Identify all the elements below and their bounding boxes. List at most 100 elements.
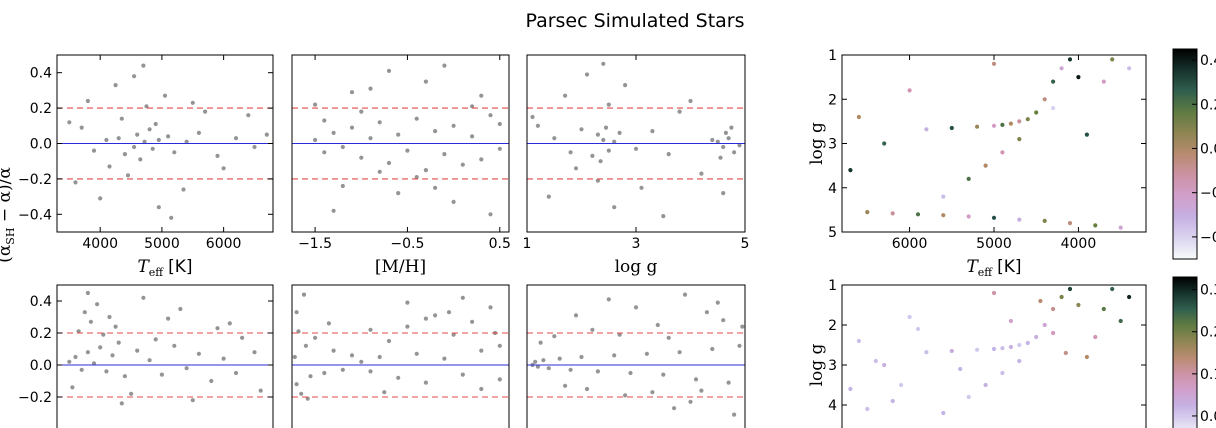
hr-bottom-ytick-label: 1 bbox=[828, 278, 837, 294]
top-logg-point bbox=[590, 153, 595, 158]
top-feh-point bbox=[470, 134, 475, 139]
top-feh-point bbox=[433, 185, 438, 190]
bottom-teff-point bbox=[209, 378, 214, 384]
bottom-logg-point bbox=[612, 353, 617, 358]
top-logg-point bbox=[718, 155, 723, 160]
bottom-teff-point bbox=[95, 302, 100, 307]
hr-bottom-ylabel: log g bbox=[807, 343, 827, 386]
top-teff-point bbox=[119, 116, 124, 121]
hr-bottom-point bbox=[1067, 286, 1073, 292]
top-teff-point bbox=[166, 134, 171, 139]
bottom-feh-point bbox=[331, 348, 336, 353]
hr-top-xtick-label: 6000 bbox=[892, 236, 928, 252]
top-logg-xtick-label: 3 bbox=[632, 236, 641, 252]
hr-top-point bbox=[949, 125, 954, 131]
bottom-teff-point bbox=[221, 356, 226, 361]
top-teff-point bbox=[135, 132, 140, 137]
top-feh-point bbox=[349, 90, 355, 95]
top-teff-ytick-label: −0.2 bbox=[18, 172, 52, 188]
top-teff-xtick-label: 4000 bbox=[82, 236, 118, 252]
bottom-logg-point bbox=[740, 324, 745, 329]
top-logg-point bbox=[639, 185, 644, 190]
top-teff-ytick-label: 0.0 bbox=[30, 137, 52, 153]
bottom-logg-point bbox=[590, 327, 595, 332]
bottom-teff-point bbox=[215, 326, 220, 331]
top-feh-point bbox=[451, 199, 456, 204]
hr-top-point bbox=[991, 215, 997, 220]
bottom-feh-point bbox=[368, 327, 373, 332]
bottom-teff-point bbox=[153, 337, 158, 342]
hr-bottom-point bbox=[882, 362, 887, 368]
bottom-teff-point bbox=[98, 345, 103, 350]
top-feh-point bbox=[368, 86, 373, 91]
top-logg-point bbox=[595, 178, 601, 183]
top-teff-point bbox=[264, 132, 269, 137]
bottom-logg-point bbox=[633, 305, 639, 310]
bottom-logg-point bbox=[661, 372, 666, 377]
top-feh-point bbox=[479, 93, 484, 98]
bottom-logg-point bbox=[533, 359, 538, 364]
top-logg-point bbox=[563, 93, 568, 98]
hr-top-point bbox=[941, 194, 946, 199]
hr-bottom-ytick-label: 3 bbox=[828, 358, 837, 374]
top-feh-point bbox=[405, 148, 410, 153]
bottom-feh-point bbox=[433, 313, 438, 318]
bottom-feh-point bbox=[294, 310, 299, 315]
bottom-logg-point bbox=[568, 367, 573, 372]
bottom-logg-point bbox=[538, 340, 543, 345]
hr-bottom-cb-tick-label: 0.1 bbox=[1200, 367, 1216, 383]
top-teff-xlabel-unit: [K] bbox=[168, 257, 192, 277]
bottom-logg-point bbox=[682, 292, 688, 297]
bottom-logg-point bbox=[655, 322, 660, 328]
bottom-logg-point bbox=[552, 334, 557, 339]
top-teff-point bbox=[107, 164, 112, 169]
top-logg-point bbox=[584, 72, 590, 77]
hr-top-point bbox=[848, 168, 853, 173]
hr-top-point bbox=[1000, 122, 1005, 127]
top-logg-point bbox=[612, 205, 617, 210]
top-feh-point bbox=[331, 208, 336, 213]
hr-top-point bbox=[966, 214, 971, 219]
top-feh-point bbox=[488, 113, 493, 118]
top-feh-point bbox=[414, 116, 419, 121]
top-feh-point bbox=[488, 212, 493, 217]
bottom-teff-panel: 0.4 0.2 0.0 −0.2 bbox=[18, 284, 274, 428]
top-feh-point bbox=[340, 183, 345, 189]
hr-bottom-point bbox=[1110, 286, 1115, 292]
hr-top-cb-tick-label: 0.2 bbox=[1200, 97, 1216, 113]
bottom-teff-point bbox=[110, 353, 115, 358]
top-logg-xlabel: log g bbox=[615, 257, 658, 277]
top-teff-ytick-label: −0.4 bbox=[18, 207, 52, 223]
hr-bottom-point bbox=[1000, 370, 1005, 376]
top-feh-point bbox=[396, 132, 401, 137]
bottom-logg-point bbox=[732, 412, 737, 417]
hr-bottom-point bbox=[856, 338, 862, 344]
bottom-feh-panel bbox=[291, 284, 510, 428]
top-teff-point bbox=[67, 120, 72, 125]
top-teff-point bbox=[141, 63, 146, 68]
hr-top-ylabel: log g bbox=[807, 122, 827, 165]
hr-bottom-cb-tick-label: 0.2 bbox=[1200, 325, 1216, 341]
hr-top-point bbox=[1127, 66, 1132, 71]
bottom-teff-point bbox=[70, 385, 75, 390]
bottom-feh-point bbox=[303, 343, 308, 348]
hr-top-panel: 6000 5000 4000 1 2 3 4 5 Teff[K] log g 0.4 0.2 0.0 −0… bbox=[807, 48, 1216, 279]
top-teff-plot-area bbox=[57, 63, 273, 220]
bottom-logg-point bbox=[704, 310, 710, 315]
top-teff-point bbox=[181, 187, 186, 192]
bottom-feh-point bbox=[405, 300, 410, 305]
bottom-feh-point bbox=[497, 377, 502, 382]
hr-top-point bbox=[1076, 75, 1081, 80]
bottom-feh-point bbox=[349, 353, 355, 358]
top-logg-point bbox=[606, 102, 611, 107]
hr-top-point bbox=[1110, 57, 1115, 62]
bottom-logg-point bbox=[672, 406, 677, 411]
top-feh-point bbox=[313, 137, 318, 143]
bottom-feh-point bbox=[299, 391, 304, 396]
hr-bottom-point bbox=[975, 347, 980, 352]
bottom-feh-point bbox=[294, 382, 299, 387]
top-logg-point bbox=[623, 83, 628, 88]
bottom-teff-point bbox=[141, 295, 146, 300]
bottom-teff-point bbox=[73, 354, 78, 360]
